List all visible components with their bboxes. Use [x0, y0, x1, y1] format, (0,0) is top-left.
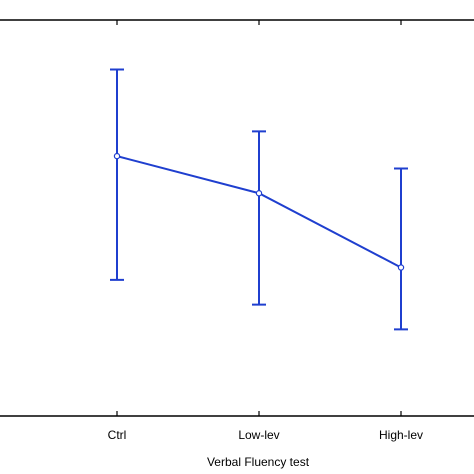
axis-ticks — [116, 20, 402, 416]
plot-frame — [0, 19, 474, 417]
x-tick-label: Low-lev — [238, 428, 279, 442]
x-axis-title: Verbal Fluency test — [207, 455, 310, 469]
data-point — [255, 190, 263, 197]
series-line-group — [113, 152, 405, 271]
x-tick-label: Ctrl — [108, 428, 127, 442]
tick-labels: Ctrl Low-lev High-lev — [108, 428, 423, 442]
data-point — [113, 152, 121, 160]
x-tick-label: High-lev — [379, 428, 423, 442]
data-point — [397, 264, 405, 271]
error-bars — [110, 68, 408, 331]
